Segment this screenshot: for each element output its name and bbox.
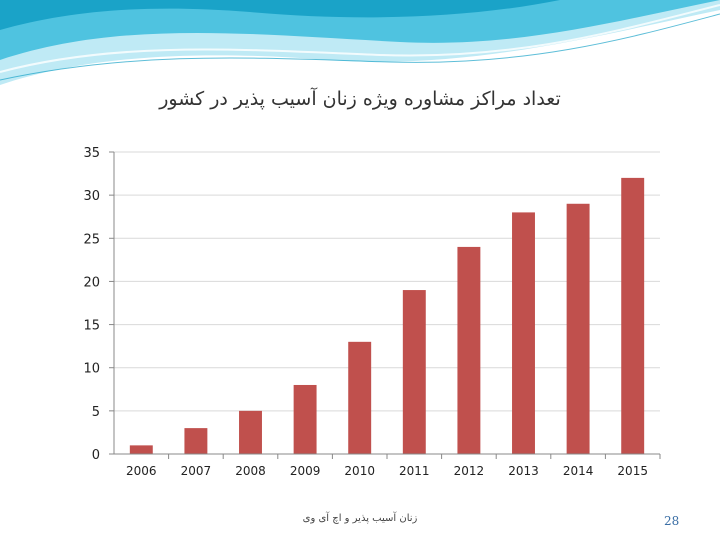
x-tick-label: 2014 <box>563 464 594 478</box>
bar-2012 <box>457 246 481 454</box>
y-tick-label: 20 <box>83 275 100 290</box>
x-tick-label: 2008 <box>235 464 266 478</box>
x-tick-label: 2010 <box>344 464 375 478</box>
bar-2007 <box>184 428 208 454</box>
chart-title: تعداد مراکز مشاوره ویژه زنان آسیب پذیر د… <box>159 88 561 110</box>
bars <box>129 177 645 454</box>
y-tick-label: 15 <box>83 319 100 334</box>
banner-wave-main <box>0 0 720 60</box>
x-tick-label: 2007 <box>181 464 212 478</box>
y-tick-label: 5 <box>92 405 100 420</box>
x-tick-label: 2012 <box>454 464 485 478</box>
bar-2006 <box>129 445 153 454</box>
banner-wave-top <box>0 0 560 30</box>
bar-2011 <box>402 290 426 454</box>
x-tick-label: 2013 <box>508 464 539 478</box>
bar-2014 <box>566 203 590 454</box>
y-tick-label: 10 <box>83 362 100 377</box>
x-tick-label: 2009 <box>290 464 321 478</box>
y-tick-label: 0 <box>92 448 100 463</box>
bar-2009 <box>293 384 317 454</box>
banner-line-2 <box>0 13 720 81</box>
y-tick-label: 35 <box>83 146 100 161</box>
bar-2013 <box>512 212 535 454</box>
bar-2015 <box>621 177 645 454</box>
x-tick-labels: 2006 2007 2008 2009 2010 2011 2012 2013 2014 2015 <box>126 464 648 478</box>
axes <box>109 151 661 459</box>
slide-footer: زنان آسیب پذیر و اچ آی وی <box>302 513 418 524</box>
y-tick-labels: 0 5 10 15 20 25 30 35 <box>83 146 100 463</box>
banner-line <box>0 4 720 73</box>
bar-2008 <box>239 410 262 454</box>
page-number: 28 <box>664 514 680 528</box>
bar-2010 <box>348 341 372 454</box>
y-tick-label: 25 <box>83 232 100 247</box>
y-tick-label: 30 <box>83 189 100 204</box>
header-wave-banner <box>0 0 720 85</box>
x-tick-label: 2015 <box>617 464 648 478</box>
x-tick-label: 2011 <box>399 464 430 478</box>
x-tick-label: 2006 <box>126 464 157 478</box>
